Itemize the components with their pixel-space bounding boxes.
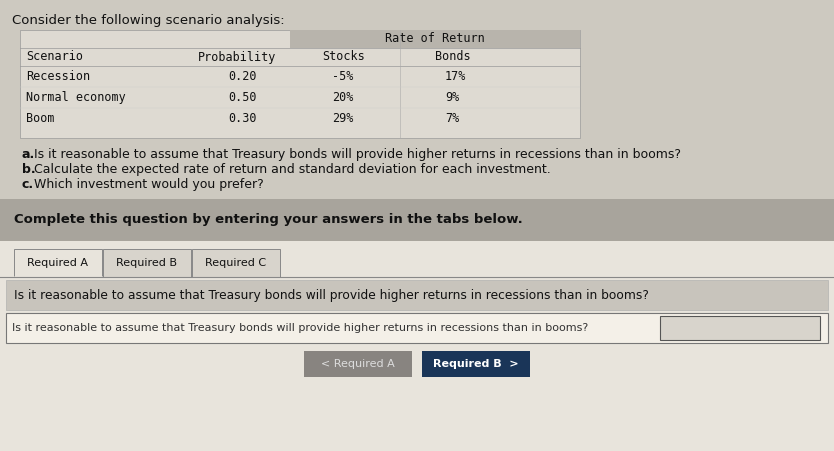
Text: < Required A: < Required A <box>321 359 394 369</box>
Text: a.: a. <box>22 148 35 161</box>
Text: Consider the following scenario analysis:: Consider the following scenario analysis… <box>12 14 284 27</box>
Text: 0.30: 0.30 <box>228 112 257 125</box>
Text: Bonds: Bonds <box>435 51 470 64</box>
Text: Calculate the expected rate of return and standard deviation for each investment: Calculate the expected rate of return an… <box>34 163 550 176</box>
Text: 20%: 20% <box>332 91 354 104</box>
Text: -5%: -5% <box>332 70 354 83</box>
Text: 0.20: 0.20 <box>228 70 257 83</box>
Text: 17%: 17% <box>445 70 466 83</box>
Text: 0.50: 0.50 <box>228 91 257 104</box>
Text: Normal economy: Normal economy <box>26 91 126 104</box>
Text: Boom: Boom <box>26 112 54 125</box>
Bar <box>103 249 191 277</box>
Text: Probability: Probability <box>198 51 276 64</box>
Text: Is it reasonable to assume that Treasury bonds will provide higher returns in re: Is it reasonable to assume that Treasury… <box>34 148 681 161</box>
Bar <box>660 316 820 340</box>
Text: Required B  >: Required B > <box>433 359 519 369</box>
Bar <box>14 249 102 277</box>
Text: Required C: Required C <box>205 258 267 268</box>
Bar <box>6 280 828 310</box>
Text: Scenario: Scenario <box>26 51 83 64</box>
Bar <box>192 249 280 277</box>
Text: 9%: 9% <box>445 91 460 104</box>
Text: Required B: Required B <box>117 258 178 268</box>
Text: Complete this question by entering your answers in the tabs below.: Complete this question by entering your … <box>14 213 523 226</box>
Bar <box>422 351 530 377</box>
Text: Which investment would you prefer?: Which investment would you prefer? <box>34 178 264 191</box>
Text: Rate of Return: Rate of Return <box>385 32 485 46</box>
Text: Stocks: Stocks <box>322 51 364 64</box>
Bar <box>6 313 828 343</box>
Bar <box>0 199 834 241</box>
Text: Recession: Recession <box>26 70 90 83</box>
Text: Is it reasonable to assume that Treasury bonds will provide higher returns in re: Is it reasonable to assume that Treasury… <box>14 289 649 302</box>
Text: Required A: Required A <box>28 258 88 268</box>
Bar <box>304 351 412 377</box>
Text: 7%: 7% <box>445 112 460 125</box>
Text: b.: b. <box>22 163 36 176</box>
Bar <box>290 30 580 48</box>
Text: c.: c. <box>22 178 34 191</box>
Text: Is it reasonable to assume that Treasury bonds will provide higher returns in re: Is it reasonable to assume that Treasury… <box>12 323 588 333</box>
Bar <box>0 241 834 451</box>
Text: 29%: 29% <box>332 112 354 125</box>
Bar <box>20 30 580 138</box>
